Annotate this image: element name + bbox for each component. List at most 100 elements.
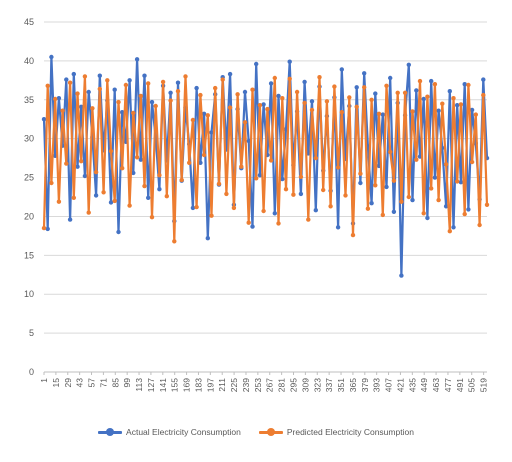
data-point-predicted (268, 158, 274, 163)
data-point-actual (64, 77, 69, 82)
data-point-predicted (324, 99, 330, 104)
data-point-predicted (414, 157, 419, 162)
data-point-actual (469, 107, 475, 113)
data-point-predicted (388, 149, 393, 155)
data-point-predicted (45, 83, 50, 89)
data-point-actual (250, 224, 255, 229)
data-point-predicted (443, 162, 449, 167)
data-point-predicted (447, 229, 452, 234)
data-point-predicted (134, 155, 140, 160)
data-point-predicted (250, 87, 255, 92)
x-tick-label: 99 (122, 378, 132, 388)
data-point-predicted (220, 77, 225, 82)
data-point-predicted (440, 101, 445, 106)
data-point-predicted (41, 225, 47, 231)
data-point-predicted (205, 113, 210, 118)
data-point-actual (127, 78, 132, 83)
data-point-predicted (484, 202, 490, 207)
x-tick-label: 15 (51, 378, 61, 388)
data-point-predicted (90, 106, 95, 111)
data-point-predicted (302, 100, 307, 106)
x-tick-label: 295 (289, 378, 299, 392)
data-point-actual (462, 82, 467, 87)
data-point-predicted (481, 92, 486, 98)
x-tick-label: 113 (134, 378, 144, 392)
data-point-predicted (421, 211, 426, 216)
data-point-predicted (246, 220, 251, 225)
legend-item-actual[interactable]: Actual Electricity Consumption (98, 427, 241, 437)
data-point-actual (455, 103, 460, 108)
x-tick-label: 309 (300, 378, 310, 392)
y-tick-label: 35 (24, 95, 34, 105)
data-point-actual (201, 111, 207, 117)
data-point-predicted (146, 81, 151, 86)
data-point-actual (194, 85, 199, 91)
data-point-predicted (239, 164, 244, 169)
data-point-actual (41, 117, 47, 122)
data-point-actual (432, 175, 438, 180)
data-point-predicted (131, 110, 136, 116)
data-point-predicted (343, 193, 348, 198)
data-point-actual (391, 209, 397, 214)
legend-swatch-actual (98, 428, 123, 436)
data-point-predicted (306, 217, 311, 222)
data-point-actual (175, 80, 181, 85)
data-point-actual (79, 104, 84, 110)
data-point-predicted (283, 187, 289, 192)
data-point-actual (298, 191, 304, 197)
data-point-predicted (391, 178, 397, 183)
data-point-predicted (198, 92, 203, 98)
data-point-actual (309, 99, 315, 104)
data-point-predicted (93, 169, 99, 175)
x-tick-label: 225 (229, 378, 239, 392)
data-point-actual (112, 87, 117, 92)
data-point-predicted (209, 213, 214, 218)
data-point-actual (443, 204, 449, 209)
data-point-actual (268, 81, 274, 86)
data-point-actual (93, 193, 99, 198)
data-point-predicted (380, 212, 385, 218)
data-point-predicted (187, 160, 192, 165)
data-point-predicted (194, 204, 199, 210)
data-point-predicted (335, 165, 341, 170)
data-point-actual (410, 197, 415, 203)
data-point-predicted (64, 161, 69, 166)
data-point-actual (358, 180, 363, 186)
data-point-actual (399, 273, 404, 278)
y-axis: 0 5 10 15 20 25 30 35 40 45 (24, 17, 34, 377)
data-point-predicted (291, 192, 296, 197)
data-point-actual (466, 207, 471, 212)
data-point-predicted (123, 82, 129, 88)
x-tick-label: 211 (217, 378, 227, 392)
data-point-actual (369, 201, 374, 206)
data-point-actual (458, 180, 464, 185)
data-point-predicted (242, 120, 248, 125)
x-tick-label: 449 (419, 378, 429, 392)
x-tick-label: 435 (407, 378, 417, 392)
data-point-actual (421, 96, 426, 102)
legend-item-predicted[interactable]: Predicted Electricity Consumption (258, 427, 414, 437)
data-point-predicted (294, 89, 300, 95)
data-point-predicted (101, 190, 106, 195)
data-point-predicted (261, 208, 266, 214)
data-point-actual (451, 225, 456, 230)
data-point-predicted (168, 98, 173, 103)
y-tick-label: 45 (24, 17, 34, 27)
data-point-actual (71, 71, 77, 77)
data-point-actual (198, 160, 203, 165)
data-point-actual (116, 229, 121, 235)
data-point-actual (261, 102, 266, 107)
data-point-predicted (227, 105, 233, 110)
data-point-predicted (231, 205, 237, 211)
data-point-predicted (373, 183, 378, 188)
data-point-actual (436, 108, 441, 113)
data-point-predicted (298, 174, 304, 179)
legend: Actual Electricity Consumption Predicted… (0, 424, 512, 440)
x-tick-label: 267 (265, 378, 275, 392)
data-point-actual (272, 211, 277, 216)
x-tick-label: 351 (336, 378, 346, 392)
data-point-predicted (213, 85, 218, 91)
data-point-predicted (429, 186, 434, 191)
data-point-predicted (142, 183, 147, 189)
series-lines (41, 54, 490, 278)
